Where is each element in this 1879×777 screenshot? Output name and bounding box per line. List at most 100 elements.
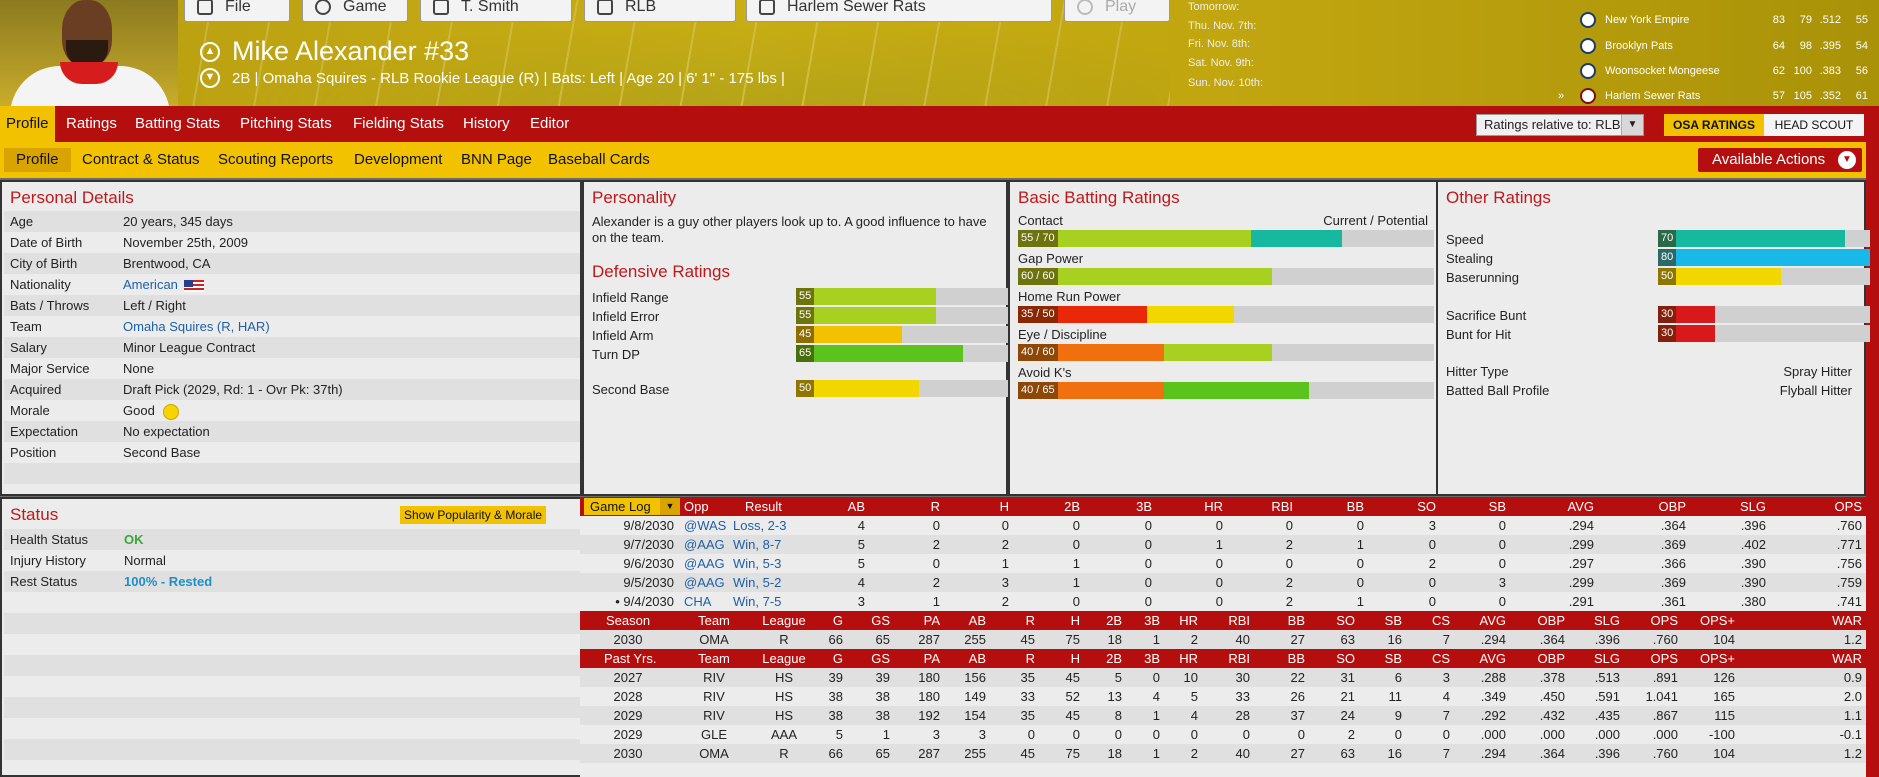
column-header[interactable]: OPS+ — [1699, 651, 1735, 666]
game-link[interactable]: Win, 5-2 — [733, 575, 782, 590]
column-header[interactable]: SLG — [1593, 613, 1620, 628]
file-menu[interactable]: File — [184, 0, 290, 22]
subtab-development[interactable]: Development — [354, 151, 443, 168]
column-header[interactable]: 3B — [1144, 613, 1160, 628]
column-header[interactable]: OBP — [1658, 499, 1686, 514]
game-log-select[interactable]: Game Log ▼ — [584, 498, 680, 515]
column-header[interactable]: GS — [871, 613, 890, 628]
column-header[interactable]: OPS — [1834, 499, 1862, 514]
column-header[interactable]: AB — [968, 613, 986, 628]
game-log-row[interactable]: 9/7/2030 @AAG Win, 8-7 5 2 2 0 0 1 2 1 0 0 .299 .369 .4… — [580, 535, 1866, 554]
column-header[interactable]: BB — [1287, 651, 1305, 666]
column-header[interactable]: OPS — [1650, 613, 1678, 628]
league-menu[interactable]: RLB — [584, 0, 736, 22]
ratings-relative-select[interactable]: Ratings relative to: RLB ▼ — [1476, 114, 1644, 136]
tab-history[interactable]: History — [463, 115, 510, 132]
column-header[interactable]: CS — [1431, 651, 1450, 666]
play-button[interactable]: Play — [1064, 0, 1170, 22]
standings-row[interactable]: Brooklyn Pats 64 98 .395 54 — [1570, 37, 1879, 57]
game-link[interactable]: @AAG — [684, 537, 725, 552]
column-header[interactable]: Past Yrs. — [604, 651, 657, 666]
column-header[interactable]: WAR — [1832, 613, 1862, 628]
tab-fielding-stats[interactable]: Fielding Stats — [353, 115, 444, 132]
subtab-profile[interactable]: Profile — [4, 148, 71, 172]
column-header[interactable]: 3B — [1144, 651, 1160, 666]
column-header[interactable]: AB — [968, 651, 986, 666]
team-link[interactable]: Omaha Squires (R, HAR) — [123, 319, 270, 334]
manager-menu[interactable]: T. Smith — [420, 0, 572, 22]
game-link[interactable]: Win, 7-5 — [733, 594, 782, 609]
column-header[interactable]: BB — [1287, 613, 1305, 628]
standings-row[interactable]: » Harlem Sewer Rats 57 105 .352 61 — [1558, 87, 1879, 106]
standings-row[interactable]: New York Empire 83 79 .512 55 — [1570, 11, 1879, 31]
tab-editor[interactable]: Editor — [530, 115, 570, 132]
tab-batting-stats[interactable]: Batting Stats — [135, 115, 221, 132]
game-link[interactable]: CHA — [684, 594, 712, 609]
column-header[interactable]: HR — [1179, 613, 1198, 628]
previous-player-button[interactable]: ▲ — [200, 42, 220, 62]
game-link[interactable]: Loss, 2-3 — [733, 518, 787, 533]
nationality-link[interactable]: American — [123, 277, 178, 292]
tab-profile[interactable]: Profile — [0, 106, 55, 142]
subtab-baseball-cards[interactable]: Baseball Cards — [548, 151, 650, 168]
column-header[interactable]: SB — [1488, 499, 1506, 514]
column-header[interactable]: PA — [923, 651, 940, 666]
column-header[interactable]: OPS+ — [1699, 613, 1735, 628]
team-menu[interactable]: Harlem Sewer Rats — [746, 0, 1052, 22]
game-menu[interactable]: Game — [302, 0, 408, 22]
column-header[interactable]: AVG — [1479, 613, 1507, 628]
column-header[interactable]: AB — [847, 499, 865, 514]
next-player-button[interactable]: ▼ — [200, 68, 220, 88]
column-header[interactable]: H — [999, 499, 1009, 514]
column-header[interactable]: Result — [745, 499, 782, 514]
column-header[interactable]: RBI — [1228, 613, 1250, 628]
game-log-row[interactable]: 9/8/2030 @WAS Loss, 2-3 4 0 0 0 0 0 0 0 3 0 .294 .364.… — [580, 516, 1866, 535]
column-header[interactable]: SO — [1336, 651, 1355, 666]
game-link[interactable]: @AAG — [684, 575, 725, 590]
column-header[interactable]: AVG — [1567, 499, 1595, 514]
head-scout-toggle[interactable]: HEAD SCOUT — [1764, 114, 1864, 136]
subtab-scouting-reports[interactable]: Scouting Reports — [218, 151, 334, 168]
column-header[interactable]: BB — [1346, 499, 1364, 514]
subtab-contract-status[interactable]: Contract & Status — [82, 151, 200, 168]
column-header[interactable]: HR — [1204, 499, 1223, 514]
column-header[interactable]: Team — [698, 651, 730, 666]
column-header[interactable]: SB — [1384, 613, 1402, 628]
game-link[interactable]: @AAG — [684, 556, 725, 571]
tab-pitching-stats[interactable]: Pitching Stats — [240, 115, 332, 132]
column-header[interactable]: CS — [1431, 613, 1450, 628]
expand-standings-icon[interactable]: » — [1558, 90, 1565, 102]
tab-ratings[interactable]: Ratings — [66, 115, 117, 132]
column-header[interactable]: H — [1070, 651, 1080, 666]
column-header[interactable]: RBI — [1228, 651, 1250, 666]
column-header[interactable]: 2B — [1106, 613, 1122, 628]
column-header[interactable]: R — [1025, 651, 1035, 666]
game-log-row[interactable]: 9/5/2030 @AAG Win, 5-2 4 2 3 1 0 0 2 0 0 3 .299 .369 .3… — [580, 573, 1866, 592]
column-header[interactable]: OBP — [1537, 651, 1565, 666]
column-header[interactable]: G — [832, 651, 843, 666]
column-header[interactable]: 3B — [1136, 499, 1152, 514]
column-header[interactable]: RBI — [1271, 499, 1293, 514]
column-header[interactable]: WAR — [1832, 651, 1862, 666]
column-header[interactable]: Team — [698, 613, 730, 628]
column-header[interactable]: League — [762, 613, 806, 628]
osa-ratings-toggle[interactable]: OSA RATINGS — [1664, 114, 1764, 136]
column-header[interactable]: H — [1070, 613, 1080, 628]
column-header[interactable]: Season — [605, 613, 651, 628]
column-header[interactable]: SLG — [1593, 651, 1620, 666]
column-header[interactable]: HR — [1179, 651, 1198, 666]
column-header[interactable]: OBP — [1537, 613, 1565, 628]
column-header[interactable]: PA — [923, 613, 940, 628]
column-header[interactable]: SO — [1336, 613, 1355, 628]
show-popularity-morale-button[interactable]: Show Popularity & Morale — [400, 506, 547, 524]
game-link[interactable]: @WAS — [684, 518, 727, 533]
column-header[interactable]: League — [762, 651, 806, 666]
column-header[interactable]: R — [930, 499, 940, 514]
column-header[interactable]: G — [832, 613, 843, 628]
column-header[interactable]: 2B — [1106, 651, 1122, 666]
subtab-bnn-page[interactable]: BNN Page — [461, 151, 532, 168]
column-header[interactable]: Opp — [684, 499, 709, 514]
column-header[interactable]: SB — [1384, 651, 1402, 666]
column-header[interactable]: 2B — [1064, 499, 1080, 514]
standings-row[interactable]: Woonsocket Mongeese 62 100 .383 56 — [1570, 62, 1879, 82]
